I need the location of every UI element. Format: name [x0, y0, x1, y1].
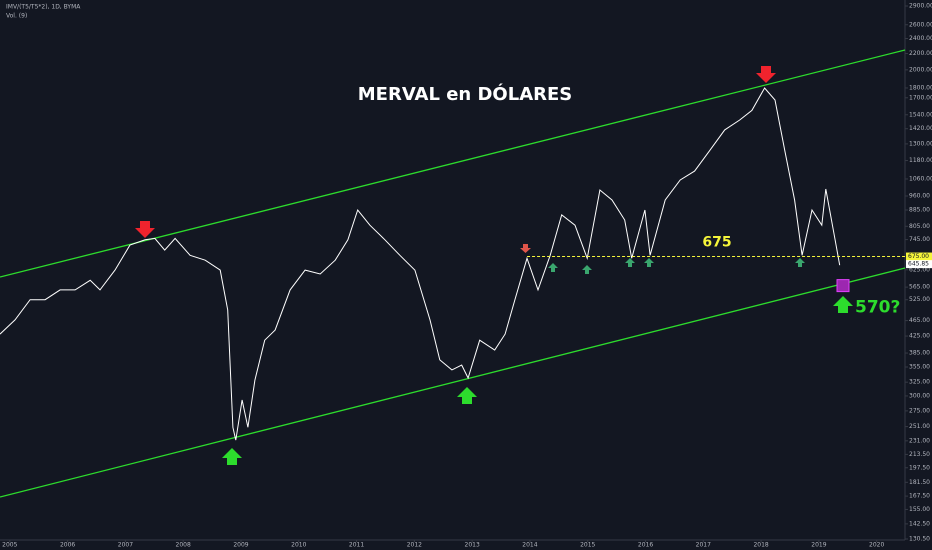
channel-lower: [0, 267, 906, 498]
x-tick-label: 2019: [811, 542, 826, 549]
x-tick-label: 2006: [60, 542, 75, 549]
x-tick-label: 2011: [349, 542, 364, 549]
arrow-down: [520, 244, 531, 253]
x-tick-label: 2018: [753, 542, 768, 549]
y-tick-label: 197.50: [909, 464, 930, 471]
y-tick-label: 2400.00: [909, 35, 932, 42]
y-tick-label: 1540.00: [909, 111, 932, 118]
y-tick-label: 1420.00: [909, 125, 932, 132]
price-label-box: [906, 260, 932, 269]
y-tick-label: 355.00: [909, 363, 930, 370]
y-tick-label: 1300.00: [909, 140, 932, 147]
arrow-up: [644, 258, 654, 267]
y-tick-label: 155.00: [909, 506, 930, 513]
y-tick-label: 2000.00: [909, 66, 932, 73]
y-tick-label: 425.00: [909, 333, 930, 340]
y-tick-label: 130.50: [909, 536, 930, 543]
y-tick-label: 960.00: [909, 193, 930, 200]
target-box: [836, 279, 850, 293]
price-label-box: [906, 252, 932, 261]
y-tick-label: 251.00: [909, 423, 930, 430]
arrow-down: [135, 221, 155, 238]
y-tick-label: 300.00: [909, 392, 930, 399]
x-tick-label: 2010: [291, 542, 306, 549]
y-tick-label: 325.00: [909, 379, 930, 386]
x-tick-label: 2013: [465, 542, 480, 549]
x-tick-label: 2016: [638, 542, 653, 549]
y-tick-label: 275.00: [909, 407, 930, 414]
y-tick-label: 1800.00: [909, 84, 932, 91]
y-tick-label: 181.50: [909, 479, 930, 486]
y-tick-label: 525.00: [909, 296, 930, 303]
x-tick-label: 2012: [407, 542, 422, 549]
symbol: IMV/(T5/T5*2), 1D, BYMA: [6, 4, 81, 11]
y-tick-label: 167.50: [909, 493, 930, 500]
y-tick-label: 2600.00: [909, 21, 932, 28]
arrow-up: [457, 387, 477, 404]
y-tick-label: 2900.00: [909, 3, 932, 10]
arrows-red: [135, 66, 776, 253]
y-tick-label: 1700.00: [909, 94, 932, 101]
y-tick-label: 465.00: [909, 317, 930, 324]
arrows-small: [548, 258, 805, 274]
x-tick-label: 2015: [580, 542, 595, 549]
y-tick-label: 565.00: [909, 284, 930, 291]
x-tick-label: 2005: [2, 542, 17, 549]
y-tick-label: 885.00: [909, 206, 930, 213]
marks: [0, 5, 908, 542]
price-line: [0, 87, 841, 441]
x-tick-label: 2017: [696, 542, 711, 549]
x-tick-label: 2007: [118, 542, 133, 549]
y-tick-label: 385.00: [909, 350, 930, 357]
y-tick-label: 1180.00: [909, 157, 932, 164]
y-tick-label: 745.00: [909, 236, 930, 243]
arrow-up: [582, 265, 592, 274]
target-label: 570?: [855, 298, 900, 318]
y-tick-label: 231.00: [909, 437, 930, 444]
y-tick-label: 142.50: [909, 520, 930, 527]
y-tick-label: 805.00: [909, 223, 930, 230]
arrow-up: [625, 258, 635, 267]
arrow-up: [548, 263, 558, 272]
level-label: 675: [702, 235, 731, 251]
price-label: 675.00: [908, 253, 929, 260]
y-tick-label: 213.50: [909, 451, 930, 458]
x-tick-label: 2014: [522, 542, 537, 549]
x-tick-label: 2008: [176, 542, 191, 549]
x-tick-label: 2009: [233, 542, 248, 549]
indicator: Vol. (9): [6, 13, 27, 20]
y-tick-label: 2200.00: [909, 50, 932, 57]
arrows-green: [222, 296, 853, 465]
price-label: 645.85: [908, 261, 929, 268]
arrow-up: [222, 448, 242, 465]
arrow-up: [833, 296, 853, 313]
y-tick-label: 625.00: [909, 266, 930, 273]
x-tick-label: 2020: [869, 542, 884, 549]
chart-title: MERVAL en DÓLARES: [358, 83, 573, 105]
arrow-up: [795, 258, 805, 267]
arrow-down: [756, 66, 776, 83]
y-tick-label: 1060.00: [909, 175, 932, 182]
